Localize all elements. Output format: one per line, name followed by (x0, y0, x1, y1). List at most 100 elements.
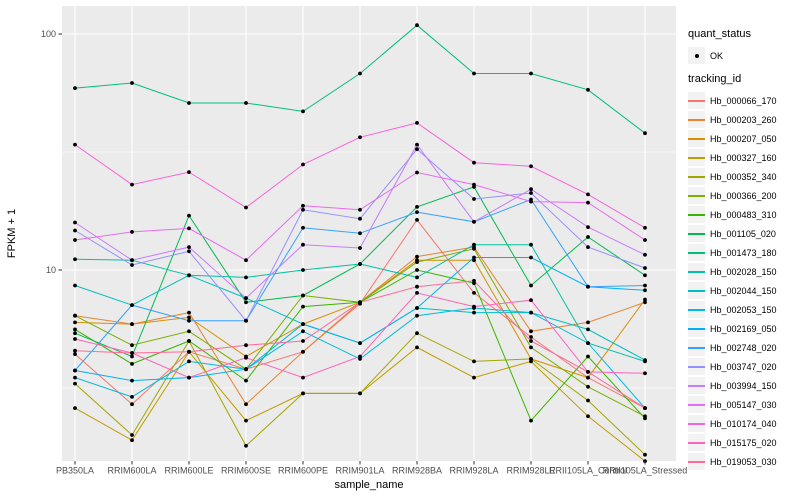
data-point (529, 187, 533, 192)
legend-entry-label: Hb_001473_180 (710, 247, 777, 258)
line-swatch-icon (688, 194, 705, 197)
data-point (529, 255, 533, 260)
line-swatch-icon (688, 175, 705, 178)
data-point (643, 406, 647, 410)
data-point (73, 220, 77, 225)
series-line-key-icon (688, 111, 705, 128)
data-point (415, 121, 419, 125)
data-point (358, 262, 362, 266)
data-point (187, 315, 191, 320)
data-point (472, 310, 476, 315)
legend-entry: Hb_019053_030 (688, 453, 798, 470)
data-point (358, 246, 362, 250)
data-point (73, 337, 77, 341)
data-point (415, 205, 419, 209)
data-point (187, 359, 191, 364)
line-swatch-icon (688, 327, 705, 330)
data-point (244, 296, 248, 300)
data-point (244, 300, 248, 305)
line-swatch-icon (688, 270, 705, 273)
data-point (73, 352, 77, 356)
data-point (244, 343, 248, 348)
legend-entry: Hb_000483_310 (688, 206, 798, 223)
data-point (415, 313, 419, 318)
legend-entry: Hb_001473_180 (688, 244, 798, 261)
legend-entry-label: Hb_002028_150 (710, 266, 777, 277)
data-point (586, 87, 590, 92)
legend-entry: Hb_000066_170 (688, 92, 798, 109)
data-point (187, 226, 191, 231)
legend-entry-label: Hb_002169_050 (710, 323, 777, 334)
legend-entry: Hb_000327_160 (688, 149, 798, 166)
legend-entry-ok: OK (688, 47, 798, 64)
point-icon (694, 53, 699, 58)
data-point (358, 341, 362, 345)
data-point (529, 164, 533, 169)
data-point (130, 351, 134, 355)
line-swatch-icon (688, 403, 705, 406)
data-point (301, 293, 305, 298)
data-point (187, 310, 191, 315)
y-axis-title: FPKM + 1 (6, 209, 18, 258)
series-line-key-icon (688, 225, 705, 242)
data-point (187, 329, 191, 334)
data-point (130, 354, 134, 359)
data-point (472, 160, 476, 165)
data-point (529, 339, 533, 343)
series-line-key-icon (688, 377, 705, 394)
data-point (529, 242, 533, 247)
x-axis-title: sample_name (334, 479, 403, 491)
x-tick-label: RRIM928LE (506, 466, 555, 476)
y-tick-label: 10 (46, 265, 56, 275)
data-point (586, 354, 590, 359)
data-point (73, 348, 77, 353)
data-point (472, 71, 476, 76)
line-swatch-icon (688, 308, 705, 311)
data-point (187, 245, 191, 250)
data-point (73, 375, 77, 380)
data-point (472, 375, 476, 380)
legend-entry: Hb_003994_150 (688, 377, 798, 394)
data-point (130, 362, 134, 366)
data-point (73, 406, 77, 410)
legend-entry: Hb_000207_050 (688, 130, 798, 147)
legend: quant_status OK tracking_id Hb_000066_17… (688, 28, 798, 472)
data-point (529, 335, 533, 339)
legend-entry-label: Hb_000366_200 (710, 190, 777, 201)
data-point (130, 402, 134, 407)
line-swatch-icon (688, 289, 705, 292)
data-point (301, 109, 305, 114)
data-point (73, 86, 77, 90)
legend-entry-label: Hb_003747_020 (710, 361, 777, 372)
data-point (358, 300, 362, 305)
data-point (415, 254, 419, 259)
legend-entry: Hb_010174_040 (688, 415, 798, 432)
data-point (130, 81, 134, 85)
legend-entry: Hb_002044_150 (688, 282, 798, 299)
series-line-key-icon (688, 168, 705, 185)
legend-title-quant-status: quant_status (688, 28, 751, 40)
data-point (472, 246, 476, 251)
data-point (415, 218, 419, 222)
legend-entry: Hb_000203_260 (688, 111, 798, 128)
x-tick-label: RRII105LA_Stressed (603, 466, 688, 476)
legend-entry-label: Hb_005147_030 (710, 399, 777, 410)
data-point (643, 288, 647, 293)
data-point (358, 71, 362, 76)
data-point (73, 381, 77, 386)
data-point (301, 225, 305, 230)
data-point (415, 147, 419, 152)
data-point (358, 391, 362, 396)
data-point (130, 230, 134, 234)
series-line-key-icon (688, 244, 705, 261)
legend-entry: Hb_003747_020 (688, 358, 798, 375)
data-point (358, 207, 362, 212)
data-point (415, 268, 419, 272)
data-point (130, 182, 134, 187)
data-point (586, 370, 590, 374)
legend-entry: Hb_001105_020 (688, 225, 798, 242)
line-swatch-icon (688, 118, 705, 121)
line-swatch-icon (688, 346, 705, 349)
data-point (130, 395, 134, 399)
data-point (187, 375, 191, 380)
